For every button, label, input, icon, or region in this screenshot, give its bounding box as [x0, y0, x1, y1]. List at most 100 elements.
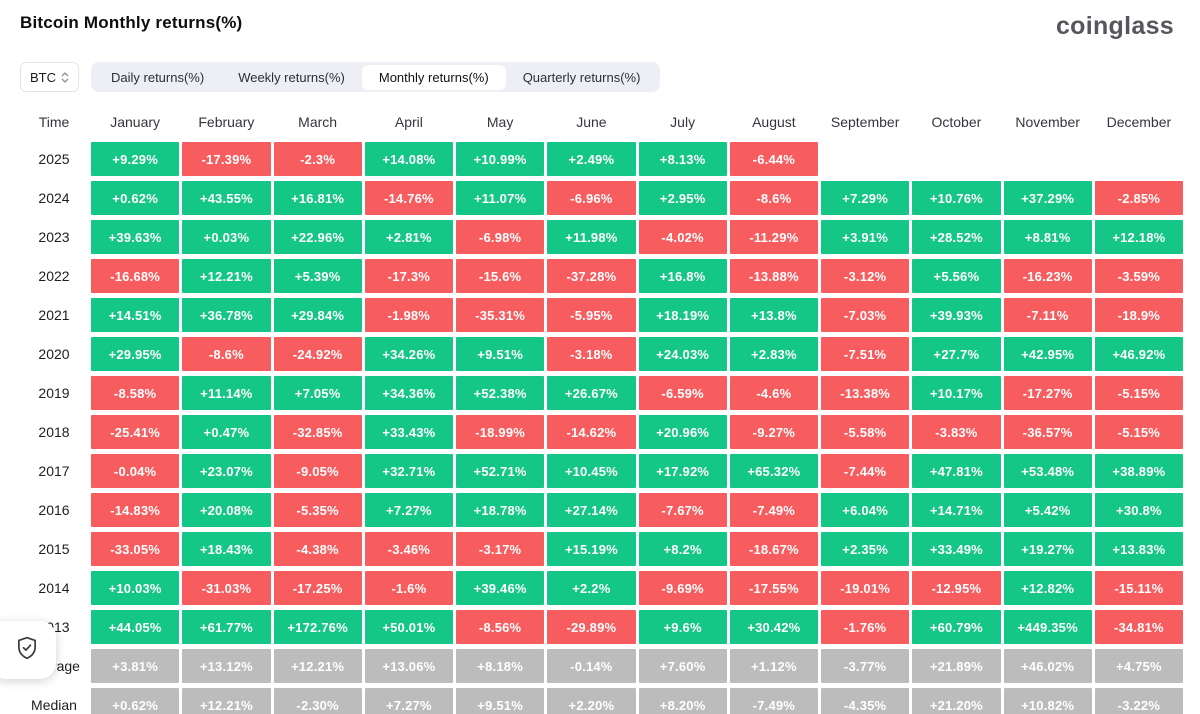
return-cell[interactable]: -12.95%	[912, 571, 1001, 605]
return-cell[interactable]: -5.15%	[1094, 415, 1183, 449]
return-cell[interactable]: +3.81%	[91, 649, 180, 683]
return-cell[interactable]: +22.96%	[273, 220, 362, 254]
return-cell[interactable]: -31.03%	[182, 571, 271, 605]
return-cell[interactable]: +0.62%	[91, 688, 180, 714]
return-cell[interactable]: +2.95%	[638, 181, 727, 215]
return-cell[interactable]: -1.98%	[364, 298, 453, 332]
return-cell[interactable]: +10.17%	[912, 376, 1001, 410]
return-cell[interactable]: +2.20%	[547, 688, 636, 714]
return-cell[interactable]: -34.81%	[1094, 610, 1183, 644]
tab-monthly[interactable]: Monthly returns(%)	[361, 64, 506, 90]
return-cell[interactable]: -2.30%	[273, 688, 362, 714]
return-cell[interactable]: +11.14%	[182, 376, 271, 410]
return-cell[interactable]: -3.12%	[821, 259, 910, 293]
return-cell[interactable]: +33.49%	[912, 532, 1001, 566]
return-cell[interactable]: -3.18%	[547, 337, 636, 371]
return-cell[interactable]: +13.06%	[364, 649, 453, 683]
return-cell[interactable]: +10.76%	[912, 181, 1001, 215]
return-cell[interactable]: -15.6%	[456, 259, 545, 293]
return-cell[interactable]: -36.57%	[1003, 415, 1092, 449]
return-cell[interactable]: +20.08%	[182, 493, 271, 527]
return-cell[interactable]: -0.14%	[547, 649, 636, 683]
return-cell[interactable]: +65.32%	[729, 454, 818, 488]
return-cell[interactable]: +38.89%	[1094, 454, 1183, 488]
return-cell[interactable]: +0.47%	[182, 415, 271, 449]
return-cell[interactable]: -6.98%	[456, 220, 545, 254]
return-cell[interactable]: +7.27%	[364, 493, 453, 527]
return-cell[interactable]: +8.18%	[456, 649, 545, 683]
return-cell[interactable]: -8.6%	[182, 337, 271, 371]
return-cell[interactable]: +12.21%	[273, 649, 362, 683]
return-cell[interactable]: +12.21%	[182, 688, 271, 714]
return-cell[interactable]: +11.98%	[547, 220, 636, 254]
return-cell[interactable]: +47.81%	[912, 454, 1001, 488]
return-cell[interactable]: +36.78%	[182, 298, 271, 332]
return-cell[interactable]: -5.35%	[273, 493, 362, 527]
return-cell[interactable]: -7.03%	[821, 298, 910, 332]
return-cell[interactable]: +37.29%	[1003, 181, 1092, 215]
return-cell[interactable]: -17.27%	[1003, 376, 1092, 410]
return-cell[interactable]: -19.01%	[821, 571, 910, 605]
return-cell[interactable]: +15.19%	[547, 532, 636, 566]
return-cell[interactable]: +32.71%	[364, 454, 453, 488]
return-cell[interactable]: -4.35%	[821, 688, 910, 714]
return-cell[interactable]: +9.6%	[638, 610, 727, 644]
return-cell[interactable]: -14.83%	[91, 493, 180, 527]
return-cell[interactable]: -15.11%	[1094, 571, 1183, 605]
return-cell[interactable]: +39.46%	[456, 571, 545, 605]
return-cell[interactable]: -9.69%	[638, 571, 727, 605]
return-cell[interactable]: +46.02%	[1003, 649, 1092, 683]
return-cell[interactable]: +12.21%	[182, 259, 271, 293]
return-cell[interactable]: +33.43%	[364, 415, 453, 449]
return-cell[interactable]: +30.8%	[1094, 493, 1183, 527]
return-cell[interactable]: +13.83%	[1094, 532, 1183, 566]
return-cell[interactable]: +21.20%	[912, 688, 1001, 714]
return-cell[interactable]: -3.59%	[1094, 259, 1183, 293]
return-cell[interactable]: -17.25%	[273, 571, 362, 605]
tab-daily[interactable]: Daily returns(%)	[94, 65, 221, 90]
return-cell[interactable]: -7.49%	[729, 493, 818, 527]
return-cell[interactable]: +17.92%	[638, 454, 727, 488]
return-cell[interactable]: -4.38%	[273, 532, 362, 566]
return-cell[interactable]: -7.11%	[1003, 298, 1092, 332]
return-cell[interactable]: +39.63%	[91, 220, 180, 254]
return-cell[interactable]: +10.03%	[91, 571, 180, 605]
return-cell[interactable]: +23.07%	[182, 454, 271, 488]
return-cell[interactable]: +50.01%	[364, 610, 453, 644]
return-cell[interactable]: +2.81%	[364, 220, 453, 254]
return-cell[interactable]: +7.60%	[638, 649, 727, 683]
return-cell[interactable]: +172.76%	[273, 610, 362, 644]
return-cell[interactable]: +12.82%	[1003, 571, 1092, 605]
return-cell[interactable]: -8.56%	[456, 610, 545, 644]
return-cell[interactable]: +12.18%	[1094, 220, 1183, 254]
return-cell[interactable]: +2.49%	[547, 142, 636, 176]
return-cell[interactable]: +0.62%	[91, 181, 180, 215]
return-cell[interactable]: +24.03%	[638, 337, 727, 371]
return-cell[interactable]: +7.05%	[273, 376, 362, 410]
shield-badge[interactable]	[0, 621, 56, 679]
return-cell[interactable]: +52.38%	[456, 376, 545, 410]
return-cell[interactable]: +6.04%	[821, 493, 910, 527]
return-cell[interactable]: -7.49%	[729, 688, 818, 714]
return-cell[interactable]: -24.92%	[273, 337, 362, 371]
return-cell[interactable]: +9.51%	[456, 688, 545, 714]
return-cell[interactable]: +46.92%	[1094, 337, 1183, 371]
return-cell[interactable]: -18.67%	[729, 532, 818, 566]
return-cell[interactable]: -9.27%	[729, 415, 818, 449]
return-cell[interactable]: -5.58%	[821, 415, 910, 449]
return-cell[interactable]: +42.95%	[1003, 337, 1092, 371]
return-cell[interactable]: -13.88%	[729, 259, 818, 293]
return-cell[interactable]: -6.96%	[547, 181, 636, 215]
return-cell[interactable]: -18.9%	[1094, 298, 1183, 332]
return-cell[interactable]: -17.3%	[364, 259, 453, 293]
return-cell[interactable]: -7.44%	[821, 454, 910, 488]
return-cell[interactable]: -32.85%	[273, 415, 362, 449]
return-cell[interactable]: +2.2%	[547, 571, 636, 605]
return-cell[interactable]: -5.95%	[547, 298, 636, 332]
return-cell[interactable]: +27.7%	[912, 337, 1001, 371]
return-cell[interactable]: -3.22%	[1094, 688, 1183, 714]
return-cell[interactable]: -2.3%	[273, 142, 362, 176]
return-cell[interactable]: +14.71%	[912, 493, 1001, 527]
return-cell[interactable]: +14.08%	[364, 142, 453, 176]
return-cell[interactable]: -35.31%	[456, 298, 545, 332]
